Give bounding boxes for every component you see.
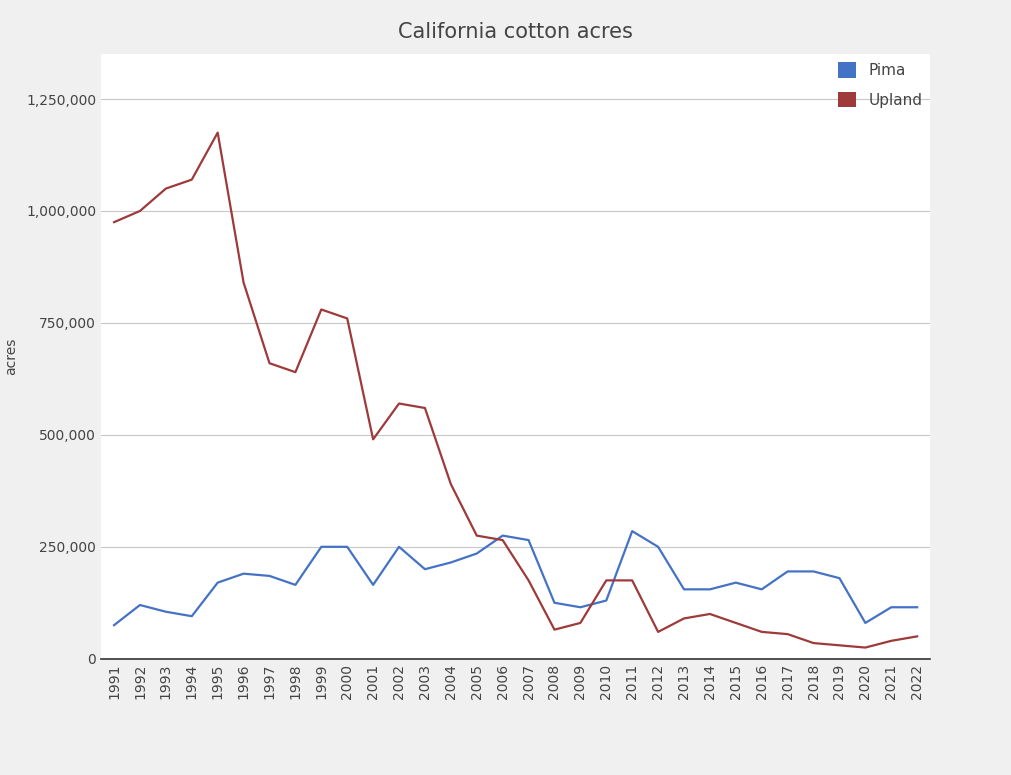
Pima (704, 584, 716, 594)
Pima (886, 603, 898, 612)
Pima (755, 584, 767, 594)
Pima (496, 531, 509, 540)
Pima (341, 542, 353, 552)
Pima (808, 567, 820, 576)
Pima (859, 618, 871, 628)
Pima (367, 580, 379, 590)
Upland (186, 175, 198, 184)
Upland (393, 399, 405, 408)
Upland (678, 614, 691, 623)
Upland (211, 128, 223, 137)
Upland (315, 305, 328, 314)
Upland (133, 206, 146, 215)
Upland (704, 609, 716, 618)
Upland (289, 367, 301, 377)
Upland (755, 627, 767, 636)
Pima (211, 578, 223, 587)
Upland (238, 278, 250, 288)
Upland (341, 314, 353, 323)
Upland (471, 531, 483, 540)
Pima (393, 542, 405, 552)
Pima (471, 549, 483, 558)
Pima (133, 601, 146, 610)
Line: Upland: Upland (114, 133, 917, 648)
Legend: Pima, Upland: Pima, Upland (838, 62, 922, 108)
Pima (289, 580, 301, 590)
Pima (911, 603, 923, 612)
Upland (886, 636, 898, 646)
Pima (419, 564, 431, 573)
Upland (626, 576, 638, 585)
Upland (574, 618, 586, 628)
Upland (445, 480, 457, 489)
Pima (186, 611, 198, 621)
Upland (548, 625, 560, 634)
Upland (808, 639, 820, 648)
Upland (652, 627, 664, 636)
Pima (238, 569, 250, 578)
Upland (782, 629, 794, 639)
Upland (601, 576, 613, 585)
Title: California cotton acres: California cotton acres (398, 22, 633, 42)
Pima (782, 567, 794, 576)
Upland (496, 536, 509, 545)
Upland (160, 184, 172, 193)
Pima (833, 574, 845, 583)
Pima (315, 542, 328, 552)
Pima (445, 558, 457, 567)
Upland (730, 618, 742, 628)
Y-axis label: acres: acres (4, 338, 18, 375)
Upland (911, 632, 923, 641)
Line: Pima: Pima (114, 531, 917, 625)
Pima (523, 536, 535, 545)
Upland (859, 643, 871, 653)
Pima (548, 598, 560, 608)
Pima (730, 578, 742, 587)
Upland (367, 435, 379, 444)
Upland (523, 576, 535, 585)
Pima (601, 596, 613, 605)
Upland (264, 359, 276, 368)
Pima (574, 603, 586, 612)
Pima (626, 526, 638, 536)
Pima (264, 571, 276, 580)
Upland (108, 218, 120, 227)
Pima (108, 621, 120, 630)
Pima (678, 584, 691, 594)
Upland (419, 403, 431, 412)
Pima (160, 607, 172, 616)
Pima (652, 542, 664, 552)
Upland (833, 641, 845, 650)
